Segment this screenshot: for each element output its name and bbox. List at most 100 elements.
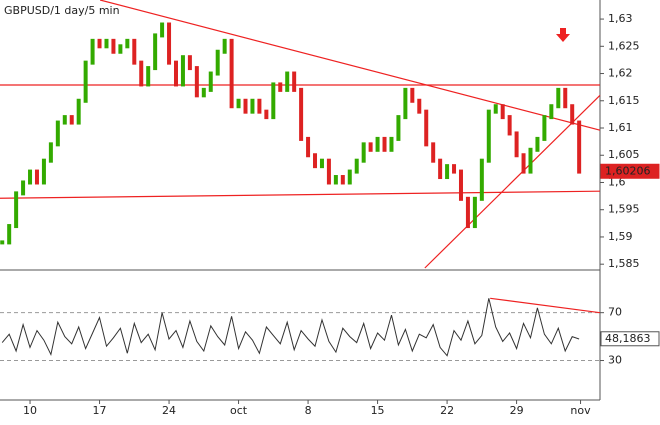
price-bar (167, 22, 172, 65)
y-tick-label: 70 (608, 306, 622, 319)
last-value-box (600, 331, 660, 347)
price-bar (549, 104, 554, 120)
price-bar (521, 153, 526, 174)
x-tick-label: 15 (371, 404, 385, 417)
y-tick-label: 30 (608, 354, 622, 367)
price-bar (83, 60, 88, 103)
price-bar (111, 38, 116, 54)
y-tick-label: 1,615 (608, 94, 640, 107)
price-bar (472, 196, 477, 229)
x-tick-label: 22 (440, 404, 454, 417)
price-bar (7, 224, 12, 245)
arrow-marker (556, 28, 570, 42)
price-bar (173, 60, 178, 87)
chart-title: GBPUSD/1 day/5 min (4, 4, 120, 17)
price-bar (577, 120, 582, 174)
price-bar (452, 164, 457, 174)
price-bar (222, 38, 227, 54)
price-bar (424, 109, 429, 147)
price-bar (507, 115, 512, 136)
price-bar (264, 109, 269, 120)
x-tick-label: 10 (23, 404, 37, 417)
price-bar (417, 98, 422, 114)
y-tick-label: 1,59 (608, 230, 633, 243)
price-bar (465, 196, 470, 229)
price-bar (146, 66, 151, 87)
y-tick-label: 1,595 (608, 203, 640, 216)
price-bar (333, 175, 338, 185)
y-tick-label: 1,605 (608, 148, 640, 161)
price-bar (215, 49, 220, 76)
price-bar (326, 158, 331, 185)
price-bar (125, 38, 130, 49)
price-bar (153, 33, 158, 71)
y-tick-label: 1,61 (608, 121, 633, 134)
price-bar (229, 38, 234, 109)
price-bar (556, 87, 561, 109)
trendline (0, 190, 601, 199)
trendline (99, 0, 601, 131)
price-bar (340, 175, 345, 185)
price-bar (0, 240, 5, 245)
price-bar (410, 87, 415, 103)
x-tick-label: 17 (93, 404, 107, 417)
price-bar (257, 98, 262, 114)
price-bar (180, 55, 185, 87)
price-bar (486, 109, 491, 163)
price-bar (354, 158, 359, 174)
x-tick-label: 24 (162, 404, 176, 417)
price-bar (347, 169, 352, 185)
price-bar (118, 44, 123, 54)
price-bar (313, 153, 318, 169)
y-tick-label: 1,625 (608, 39, 640, 52)
last-value-box (600, 163, 660, 179)
price-bar (271, 82, 276, 120)
price-bar (76, 98, 81, 125)
price-bar (34, 169, 39, 185)
price-bar (236, 98, 241, 109)
price-bar (69, 115, 74, 125)
price-bar (542, 115, 547, 141)
price-bar (361, 142, 366, 163)
price-bar (458, 169, 463, 201)
price-bar (97, 38, 102, 49)
last-value-label: 48,1863 (605, 332, 651, 345)
price-bar (194, 66, 199, 98)
price-bar (500, 104, 505, 120)
price-bar (90, 38, 95, 65)
price-bar (445, 164, 450, 180)
price-bar (299, 87, 304, 141)
x-tick-label: oct (230, 404, 248, 417)
price-bar (243, 98, 248, 114)
x-tick-label: 8 (305, 404, 312, 417)
price-bar (563, 87, 568, 109)
oscillator-line (1, 298, 580, 357)
price-bar (104, 38, 109, 49)
price-bar (403, 87, 408, 120)
price-bar (201, 87, 206, 98)
price-bar (306, 136, 311, 158)
price-bar (389, 136, 394, 152)
y-tick-label: 1,585 (608, 257, 640, 270)
price-bar (48, 142, 53, 163)
price-bar (493, 104, 498, 114)
price-bar (160, 22, 165, 38)
price-bar (278, 82, 283, 92)
price-bar (368, 142, 373, 152)
x-tick-label: nov (570, 404, 591, 417)
price-bar (528, 147, 533, 174)
price-bar (375, 136, 380, 152)
price-bar (187, 55, 192, 71)
price-bar (396, 115, 401, 141)
price-bar (250, 98, 255, 114)
price-bar (570, 104, 575, 125)
x-tick-label: 29 (510, 404, 524, 417)
price-bar (139, 60, 144, 87)
price-bar (382, 136, 387, 152)
trendline (490, 297, 601, 314)
price-bar (41, 158, 46, 185)
y-tick-label: 1,63 (608, 12, 633, 25)
price-bar (132, 38, 137, 65)
price-bar (438, 158, 443, 180)
